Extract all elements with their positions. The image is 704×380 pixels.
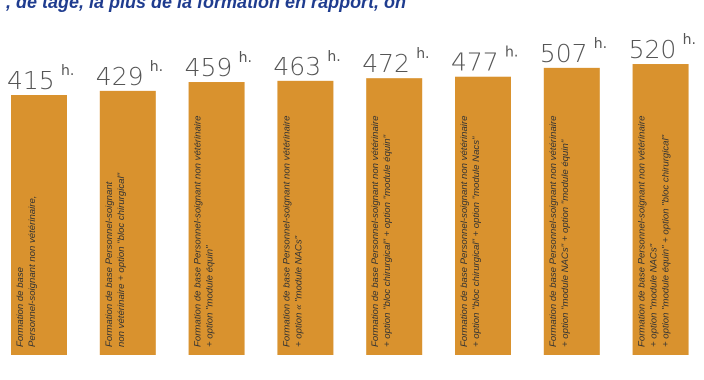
value-label: 463 [273,52,321,81]
category-label-line: + option "module NACs" [649,243,660,347]
category-label: Formation de base Personnel-soignant non … [104,172,127,347]
category-label: Formation de base Personnel-soignant non … [15,196,38,347]
value-label: 429 [96,62,144,91]
category-label-line: Formation de base [15,267,26,347]
category-label-line: Formation de base Personnel-soignant non… [370,116,381,347]
value-label: 472 [362,49,410,78]
unit-label: h. [327,49,340,65]
unit-label: h. [416,46,429,62]
category-label: Formation de base Personnel-soignant non… [459,116,482,347]
bar [11,95,67,355]
category-label: Formation de base Personnel-soignant non… [548,116,571,347]
category-label: Formation de base Personnel-soignant non… [370,116,393,347]
category-label-line: + option "bloc chirurgical" + option "mo… [471,136,482,347]
value-label: 415 [7,66,55,95]
category-label: Formation de base Personnel-soignant non… [193,116,216,347]
category-label-line: Formation de base Personnel-soignant non… [281,116,292,347]
category-label-line: non vétérinaire + option "bloc chirurgic… [116,172,127,347]
bar [277,80,334,355]
category-label-line: Personnel-soignant non vétérinaire, [27,196,38,347]
page-header-fragment: , de tage, la plus de la formation en ra… [6,0,407,12]
bar [632,64,689,356]
category-label-line: + option "bloc chirurgical" + option "mo… [382,134,393,347]
bar [99,90,156,356]
value-label: 520 [629,35,677,64]
value-label: 507 [540,39,588,68]
category-label-line: Formation de base Personnel-soignant non… [637,116,648,347]
category-label-line: + option « "module NACs" [293,235,304,347]
unit-label: h. [594,36,607,52]
category-label-line: + option "module équin" + option "bloc c… [661,134,672,347]
unit-label: h. [683,32,696,48]
value-label: 477 [451,48,499,77]
unit-label: h. [239,50,252,66]
category-label-line: Formation de base Personnel-soignant non… [193,116,204,347]
bar [543,67,600,356]
category-label: Formation de base Personnel-soignant non… [637,116,672,347]
category-label-line: + option "module NACs" + option "module … [560,139,571,347]
category-label-line: Formation de base Personnel-soignant non… [459,116,470,347]
bar [188,82,245,356]
category-label-line: Formation de base Personnel-soignant [104,181,115,347]
unit-label: h. [505,45,518,61]
value-label: 459 [185,53,233,82]
bar [455,76,511,356]
unit-label: h. [61,63,74,79]
unit-label: h. [150,59,163,75]
category-label-line: Formation de base Personnel-soignant non… [548,116,559,347]
category-label-line: + option "module équin" [205,245,216,347]
category-label: Formation de base Personnel-soignant non… [281,116,304,347]
bar [366,78,423,355]
